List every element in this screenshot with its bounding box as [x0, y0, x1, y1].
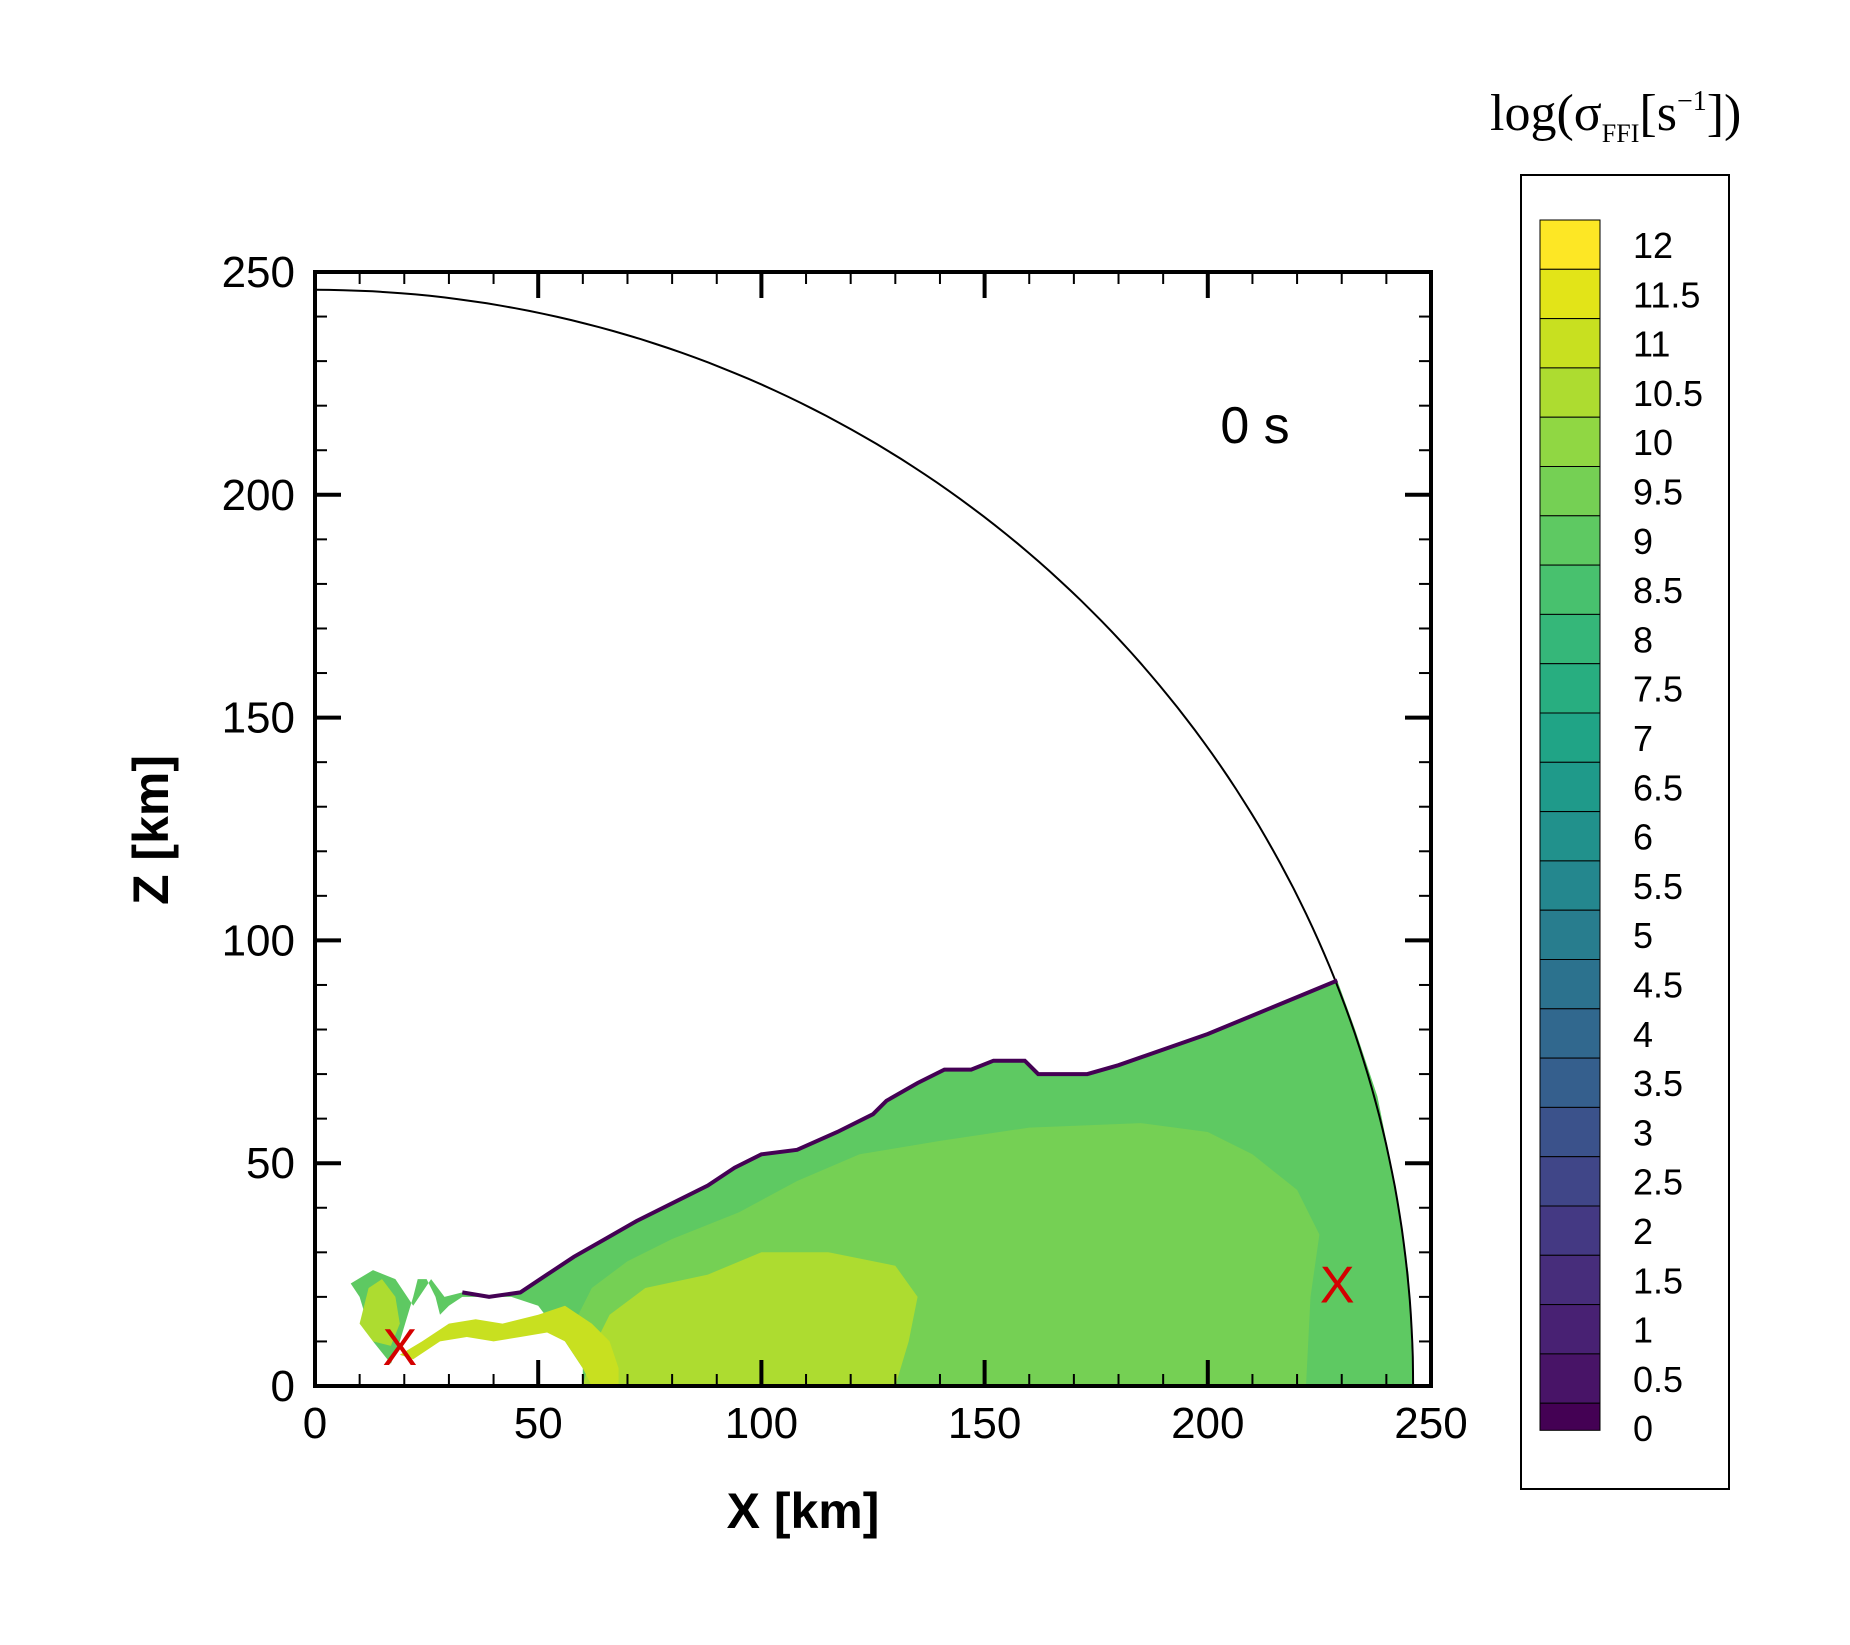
colorbar-level-label: 1.5 — [1633, 1260, 1683, 1301]
colorbar-swatch — [1539, 466, 1601, 517]
colorbar-level-label: 0.5 — [1633, 1359, 1683, 1400]
colorbar-level-label: 3 — [1633, 1112, 1653, 1153]
colorbar-swatch — [1539, 564, 1601, 615]
colorbar-swatch — [1539, 712, 1601, 763]
region-hot-region — [582, 1252, 918, 1386]
y-tick-label: 50 — [246, 1139, 295, 1188]
y-tick-label: 150 — [222, 694, 295, 743]
x-tick-label: 50 — [514, 1399, 563, 1448]
colorbar-frame — [1520, 174, 1730, 1490]
shell-edge-curve — [461, 978, 1339, 1299]
time-annotation: 0 s — [1220, 397, 1289, 455]
colorbar-swatch — [1539, 909, 1601, 961]
x-tick-label: 0 — [303, 1399, 327, 1448]
x-tick-label: 250 — [1394, 1399, 1467, 1448]
colorbar-swatch — [1539, 860, 1601, 911]
colorbar-swatch — [1539, 1205, 1601, 1256]
colorbar-labels: 1211.51110.5109.598.587.576.565.554.543.… — [1633, 225, 1703, 1449]
outer-boundary-curve — [314, 288, 1415, 1387]
colorbar-level-label: 7 — [1633, 718, 1653, 759]
colorbar-swatch — [1539, 1106, 1601, 1158]
colorbar-title-unit: [s — [1639, 85, 1677, 142]
colorbar-level-label: 1 — [1633, 1310, 1653, 1351]
colorbar: log(σFFI[s−1]) 1211.51110.5109.598.587.5… — [1490, 85, 1741, 1490]
colorbar-level-label: 3.5 — [1633, 1063, 1683, 1104]
marker-x: X — [1320, 1257, 1355, 1315]
colorbar-level-label: 12 — [1633, 225, 1673, 266]
colorbar-level-label: 9 — [1633, 521, 1653, 562]
colorbar-level-label: 0 — [1633, 1408, 1653, 1449]
colorbar-title-sup: −1 — [1677, 86, 1707, 117]
colorbar-level-label: 6 — [1633, 817, 1653, 858]
colorbar-level-label: 5 — [1633, 915, 1653, 956]
markers: XX — [382, 1257, 1354, 1377]
colorbar-level-label: 7.5 — [1633, 669, 1683, 710]
colorbar-swatch — [1539, 318, 1601, 369]
colorbar-level-label: 6.5 — [1633, 767, 1683, 808]
y-tick-label: 250 — [222, 248, 295, 297]
colorbar-swatch — [1539, 761, 1601, 813]
colorbar-swatch — [1539, 1057, 1601, 1108]
colorbar-level-label: 2 — [1633, 1211, 1653, 1252]
y-tick-labels: 0 50 100 150 200 250 — [222, 248, 295, 1411]
colorbar-level-label: 9.5 — [1633, 472, 1683, 513]
colorbar-swatch — [1539, 959, 1601, 1010]
y-axis-title: Z [km] — [123, 755, 179, 905]
colorbar-swatch — [1539, 1254, 1601, 1306]
y-tick-label: 200 — [222, 471, 295, 520]
colorbar-swatch — [1539, 219, 1601, 270]
plot-frame — [313, 270, 1433, 1388]
field-regions — [350, 980, 1414, 1386]
colorbar-swatch — [1539, 1156, 1601, 1207]
colorbar-swatch — [1539, 1353, 1601, 1404]
x-tick-label: 200 — [1171, 1399, 1244, 1448]
colorbar-swatch — [1539, 416, 1601, 468]
colorbar-level-label: 4 — [1633, 1014, 1653, 1055]
colorbar-level-label: 11.5 — [1633, 274, 1700, 315]
colorbar-swatch — [1539, 1402, 1601, 1431]
colorbar-level-label: 2.5 — [1633, 1162, 1683, 1203]
colorbar-swatch — [1539, 515, 1601, 566]
colorbar-title: log(σFFI[s−1]) — [1490, 85, 1741, 148]
x-tick-label: 100 — [725, 1399, 798, 1448]
x-axis-title: X [km] — [727, 1483, 880, 1539]
colorbar-level-label: 10 — [1633, 422, 1673, 463]
colorbar-level-label: 8 — [1633, 619, 1653, 660]
colorbar-swatch — [1539, 268, 1601, 320]
colorbar-title-main: log(σ — [1490, 85, 1602, 142]
y-tick-label: 0 — [271, 1362, 295, 1411]
colorbar-swatch — [1539, 811, 1601, 862]
marker-x: X — [382, 1319, 417, 1377]
colorbar-level-label: 11 — [1633, 324, 1670, 365]
colorbar-swatch — [1539, 367, 1601, 418]
colorbar-level-label: 10.5 — [1633, 373, 1703, 414]
colorbar-swatch — [1539, 1008, 1601, 1059]
colorbar-level-label: 4.5 — [1633, 965, 1683, 1006]
colorbar-level-label: 5.5 — [1633, 866, 1683, 907]
x-tick-label: 150 — [948, 1399, 1021, 1448]
colorbar-title-close: ]) — [1707, 85, 1742, 142]
colorbar-level-label: 8.5 — [1633, 570, 1683, 611]
x-tick-labels: 0 50 100 150 200 250 — [303, 1399, 1468, 1448]
colorbar-swatch — [1539, 663, 1601, 714]
colorbar-title-sub: FFI — [1602, 119, 1640, 148]
colorbar-swatch — [1539, 613, 1601, 665]
y-tick-label: 100 — [222, 916, 295, 965]
region-left-lobe — [359, 1279, 400, 1346]
axis-ticks — [313, 270, 1433, 1388]
colorbar-swatches — [1539, 219, 1601, 1431]
colorbar-swatch — [1539, 1304, 1601, 1355]
region-hottest-region — [399, 1305, 619, 1386]
